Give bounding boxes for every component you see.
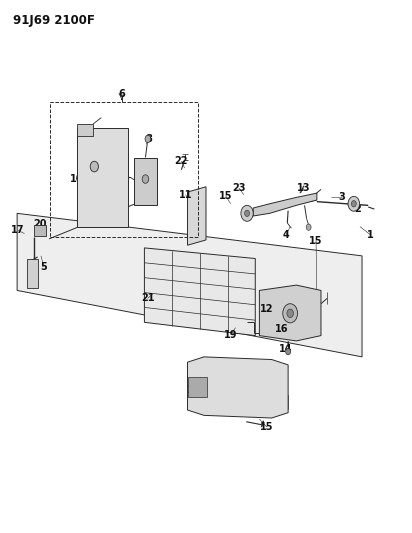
Text: 19: 19 [224,329,237,340]
Bar [50,102,198,237]
Text: 2: 2 [355,204,361,214]
Text: 11: 11 [179,190,192,200]
Polygon shape [253,193,317,216]
Text: 13: 13 [297,183,311,193]
Text: 15: 15 [309,236,323,246]
Text: 4: 4 [283,230,290,240]
Bar [77,128,128,227]
Text: 1: 1 [367,230,374,240]
Circle shape [245,210,250,216]
Text: 5: 5 [40,262,47,271]
Bar [187,376,207,397]
Text: 9: 9 [86,163,92,173]
Text: 15: 15 [260,422,274,432]
Text: 7: 7 [92,150,98,160]
Polygon shape [187,187,206,245]
Text: 23: 23 [232,183,246,193]
Text: 8: 8 [145,134,152,144]
Text: 10: 10 [70,174,83,184]
Polygon shape [17,213,362,357]
Bar [34,225,46,236]
Circle shape [351,200,356,207]
Text: 18: 18 [187,385,201,395]
Bar [134,158,157,205]
Circle shape [145,135,151,143]
Text: 3: 3 [338,192,345,203]
Text: 16: 16 [275,324,289,334]
Circle shape [142,175,149,183]
Polygon shape [260,285,321,341]
Text: 6: 6 [118,88,125,99]
Circle shape [286,349,290,355]
Text: 91J69 2100F: 91J69 2100F [13,14,95,27]
Text: 22: 22 [175,156,188,166]
Text: 15: 15 [219,191,232,201]
Polygon shape [145,248,255,336]
Circle shape [90,161,98,172]
Text: 14: 14 [279,344,293,354]
Circle shape [287,309,293,318]
Bar [27,259,37,288]
Polygon shape [77,124,93,136]
Text: 12: 12 [260,304,274,314]
Circle shape [283,304,297,323]
Circle shape [306,224,311,230]
Text: 21: 21 [141,293,154,303]
Polygon shape [187,357,288,418]
Text: 17: 17 [11,225,25,236]
Circle shape [241,205,253,221]
Circle shape [348,196,360,211]
Text: 20: 20 [33,219,47,229]
